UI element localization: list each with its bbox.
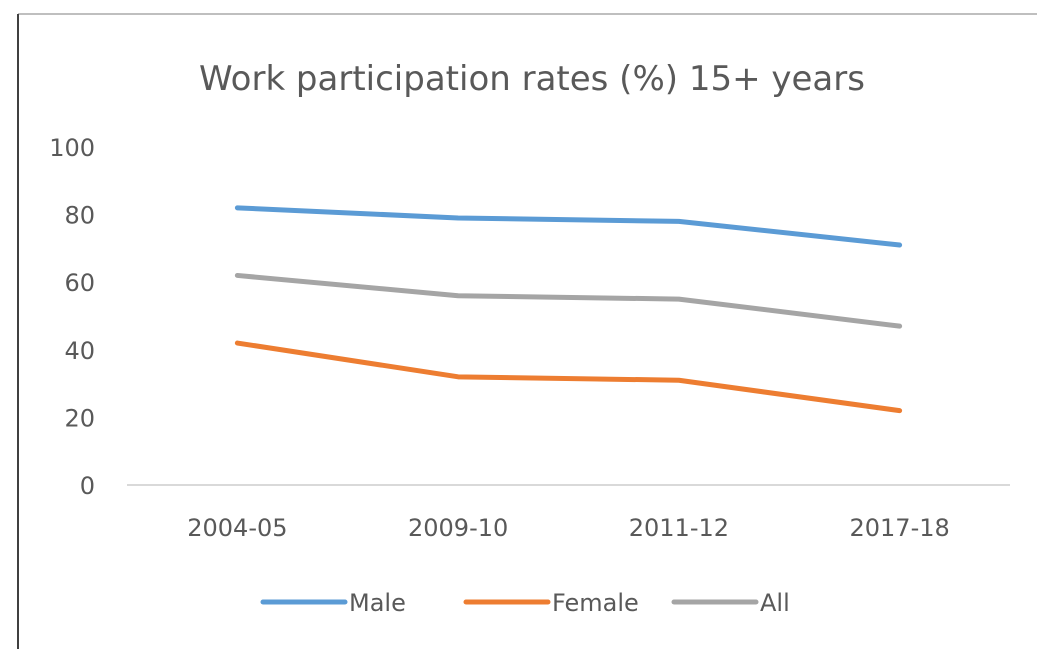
chart-title: Work participation rates (%) 15+ years (199, 59, 865, 99)
legend: Male Female All (260, 589, 790, 617)
legend-label-all: All (760, 589, 790, 617)
legend-label-female: Female (552, 589, 639, 617)
y-tick-label: 100 (49, 134, 95, 162)
legend-label-male: Male (349, 589, 406, 617)
series-line-female (234, 340, 903, 414)
y-axis-ticks: 0 20 40 60 80 100 (49, 134, 95, 500)
x-tick-label: 2011-12 (629, 514, 729, 542)
x-tick-label: 2009-10 (408, 514, 508, 542)
series-lines (234, 205, 903, 414)
y-tick-label: 40 (64, 337, 95, 365)
x-axis-ticks: 2004-05 2009-10 2011-12 2017-18 (187, 514, 950, 542)
series-line-all (234, 272, 903, 329)
x-tick-label: 2004-05 (187, 514, 287, 542)
y-tick-label: 60 (64, 269, 95, 297)
y-tick-label: 80 (64, 202, 95, 230)
series-line-male (234, 205, 903, 248)
x-tick-label: 2017-18 (849, 514, 949, 542)
y-tick-label: 20 (64, 404, 95, 432)
y-tick-label: 0 (80, 472, 95, 500)
